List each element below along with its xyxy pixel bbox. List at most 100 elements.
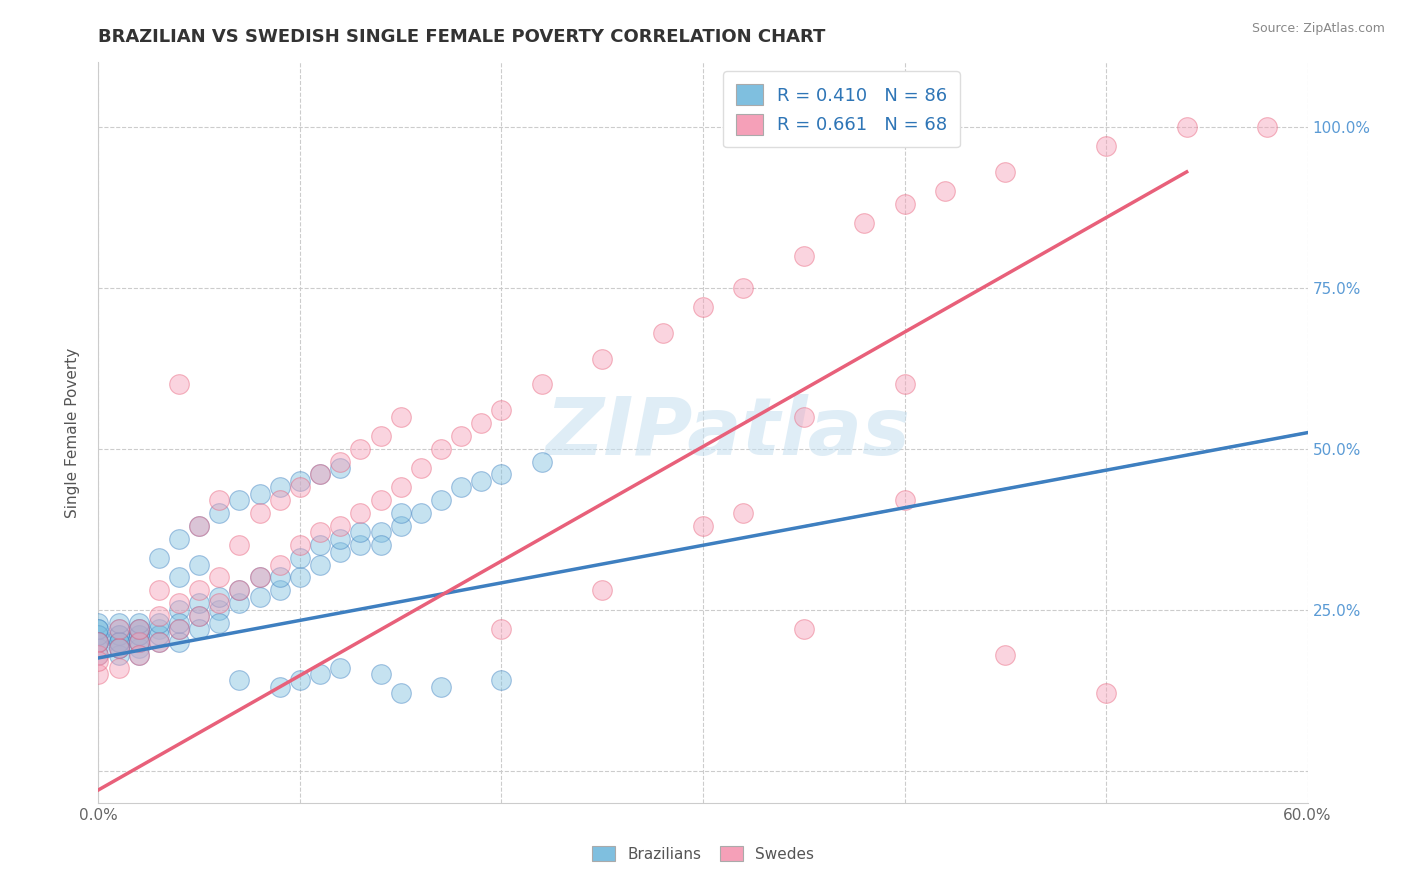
Point — [148, 628, 170, 642]
Text: Source: ZipAtlas.com: Source: ZipAtlas.com — [1251, 22, 1385, 36]
Point — [349, 525, 371, 540]
Point — [208, 590, 231, 604]
Point — [188, 519, 211, 533]
Point — [733, 506, 755, 520]
Point — [491, 467, 513, 482]
Point — [309, 525, 332, 540]
Point — [288, 480, 311, 494]
Point — [148, 583, 170, 598]
Point — [148, 635, 170, 649]
Point — [934, 184, 956, 198]
Point — [491, 673, 513, 688]
Point — [1175, 120, 1198, 134]
Point — [87, 667, 110, 681]
Text: BRAZILIAN VS SWEDISH SINGLE FEMALE POVERTY CORRELATION CHART: BRAZILIAN VS SWEDISH SINGLE FEMALE POVER… — [98, 28, 825, 45]
Point — [87, 641, 110, 656]
Point — [249, 590, 271, 604]
Point — [107, 660, 129, 674]
Point — [370, 493, 392, 508]
Point — [208, 602, 231, 616]
Point — [651, 326, 673, 340]
Point — [450, 480, 472, 494]
Point — [87, 628, 110, 642]
Point — [87, 654, 110, 668]
Point — [269, 570, 291, 584]
Point — [107, 641, 129, 656]
Point — [128, 628, 150, 642]
Point — [87, 622, 110, 636]
Point — [107, 622, 129, 636]
Point — [188, 596, 211, 610]
Point — [591, 351, 613, 366]
Point — [87, 635, 110, 649]
Point — [349, 538, 371, 552]
Point — [167, 570, 190, 584]
Point — [269, 493, 291, 508]
Point — [269, 583, 291, 598]
Point — [853, 216, 876, 230]
Point — [228, 673, 250, 688]
Point — [188, 622, 211, 636]
Point — [148, 635, 170, 649]
Point — [329, 461, 352, 475]
Point — [87, 628, 110, 642]
Point — [167, 615, 190, 630]
Point — [893, 197, 915, 211]
Point — [370, 525, 392, 540]
Y-axis label: Single Female Poverty: Single Female Poverty — [65, 348, 80, 517]
Point — [288, 474, 311, 488]
Point — [470, 416, 492, 430]
Point — [107, 641, 129, 656]
Point — [107, 628, 129, 642]
Point — [733, 281, 755, 295]
Point — [228, 538, 250, 552]
Point — [128, 622, 150, 636]
Point — [249, 506, 271, 520]
Point — [389, 409, 412, 424]
Point — [87, 648, 110, 662]
Point — [430, 442, 453, 456]
Point — [107, 628, 129, 642]
Point — [228, 596, 250, 610]
Point — [107, 615, 129, 630]
Point — [87, 635, 110, 649]
Point — [309, 467, 332, 482]
Point — [409, 461, 432, 475]
Point — [349, 506, 371, 520]
Point — [128, 615, 150, 630]
Point — [409, 506, 432, 520]
Point — [470, 474, 492, 488]
Point — [107, 622, 129, 636]
Point — [1095, 686, 1118, 700]
Point — [450, 429, 472, 443]
Point — [389, 480, 412, 494]
Point — [107, 641, 129, 656]
Point — [269, 680, 291, 694]
Point — [107, 648, 129, 662]
Point — [107, 635, 129, 649]
Point — [288, 570, 311, 584]
Point — [188, 609, 211, 624]
Point — [329, 545, 352, 559]
Point — [167, 635, 190, 649]
Point — [309, 667, 332, 681]
Point — [370, 538, 392, 552]
Point — [107, 635, 129, 649]
Point — [329, 660, 352, 674]
Point — [389, 686, 412, 700]
Point — [793, 622, 815, 636]
Point — [793, 409, 815, 424]
Point — [692, 519, 714, 533]
Point — [994, 165, 1017, 179]
Point — [128, 641, 150, 656]
Point — [208, 615, 231, 630]
Point — [329, 519, 352, 533]
Point — [87, 615, 110, 630]
Point — [692, 300, 714, 314]
Point — [87, 635, 110, 649]
Point — [370, 429, 392, 443]
Point — [148, 551, 170, 566]
Point — [430, 493, 453, 508]
Point — [128, 635, 150, 649]
Point — [389, 506, 412, 520]
